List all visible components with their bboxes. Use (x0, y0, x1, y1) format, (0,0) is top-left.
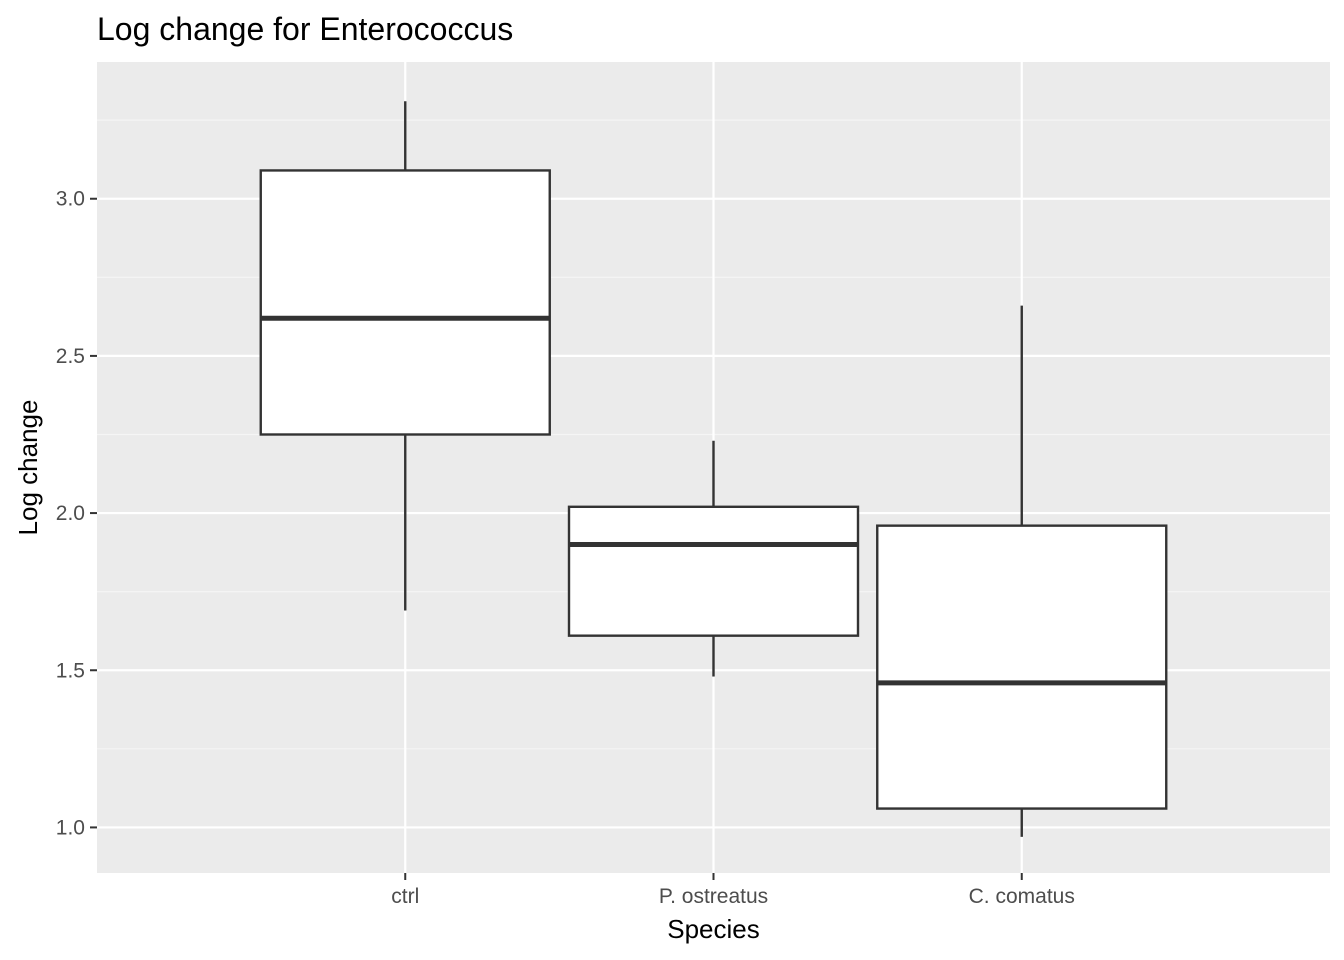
box-ctrl (259, 101, 551, 611)
box-iqr (876, 524, 1168, 810)
y-tick-label: 1.0 (56, 816, 85, 839)
x-axis: ctrl P. ostreatus C. comatus (391, 873, 1075, 908)
box-iqr (567, 505, 860, 637)
x-tick-label: ctrl (391, 885, 419, 908)
x-tick-label: C. comatus (969, 885, 1075, 908)
y-tick-label: 2.5 (56, 345, 85, 368)
y-tick-label: 2.0 (56, 502, 85, 525)
y-tick-label: 3.0 (56, 188, 85, 211)
box-p-ostreatus (567, 440, 860, 677)
box-c-comatus (876, 305, 1168, 837)
chart-title: Log change for Enterococcus (97, 11, 513, 47)
x-axis-title: Species (667, 914, 760, 944)
x-tick-label: P. ostreatus (659, 885, 768, 908)
y-tick-label: 1.5 (56, 659, 85, 682)
y-axis-title: Log change (13, 400, 43, 536)
box-iqr (259, 169, 551, 436)
box-series (259, 101, 1168, 837)
y-axis: 1.0 1.5 2.0 2.5 3.0 (56, 188, 97, 839)
